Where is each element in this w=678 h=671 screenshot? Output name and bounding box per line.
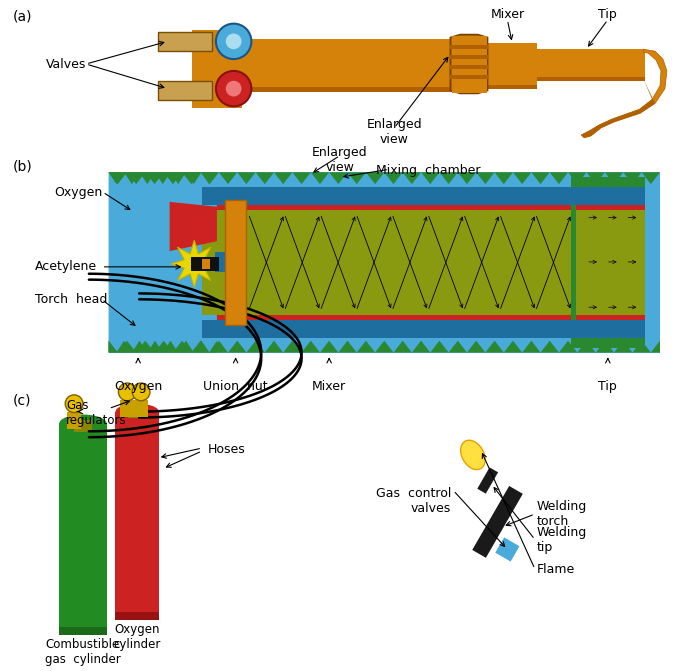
Bar <box>60 423 106 630</box>
Bar <box>128 409 146 419</box>
Bar <box>450 55 487 59</box>
Bar <box>576 187 645 338</box>
Text: Oxygen
cylinder: Oxygen cylinder <box>113 623 161 652</box>
Bar <box>576 320 645 338</box>
Polygon shape <box>108 341 217 352</box>
Bar <box>202 210 642 315</box>
Text: Gas  control
valves: Gas control valves <box>376 487 452 515</box>
Bar <box>191 257 219 271</box>
Polygon shape <box>581 49 667 138</box>
Bar <box>452 36 487 93</box>
Text: Hoses: Hoses <box>208 443 245 456</box>
Bar <box>537 49 645 81</box>
Text: (b): (b) <box>13 160 33 174</box>
Text: Union  nut: Union nut <box>203 380 268 393</box>
Bar <box>60 627 106 635</box>
Polygon shape <box>108 172 217 352</box>
Circle shape <box>216 71 252 106</box>
Bar <box>74 421 92 432</box>
Circle shape <box>119 383 136 401</box>
Ellipse shape <box>460 440 485 470</box>
Text: Welding
torch: Welding torch <box>537 500 587 528</box>
Bar <box>202 320 642 338</box>
Bar <box>450 75 487 79</box>
Ellipse shape <box>115 404 159 419</box>
Polygon shape <box>581 79 655 138</box>
Bar <box>487 44 537 85</box>
Text: Oxygen: Oxygen <box>54 185 102 199</box>
Polygon shape <box>171 240 218 287</box>
Text: Tip: Tip <box>599 380 617 393</box>
Bar <box>115 613 159 620</box>
Circle shape <box>216 23 252 59</box>
Polygon shape <box>108 172 660 184</box>
Bar <box>202 187 642 338</box>
Text: Flame: Flame <box>537 563 575 576</box>
Polygon shape <box>170 202 217 251</box>
Text: Oxygen: Oxygen <box>114 380 162 393</box>
Bar <box>193 30 241 108</box>
Text: Valves: Valves <box>45 58 86 70</box>
Circle shape <box>132 383 150 401</box>
Polygon shape <box>108 341 660 352</box>
Text: Tip: Tip <box>599 8 617 21</box>
Bar <box>537 76 645 81</box>
Bar <box>67 411 81 429</box>
Text: Enlarged
view: Enlarged view <box>312 146 367 174</box>
Polygon shape <box>473 486 523 558</box>
Circle shape <box>226 81 241 97</box>
Polygon shape <box>495 537 519 562</box>
Bar <box>576 187 645 205</box>
Polygon shape <box>477 468 498 494</box>
Text: Torch  head: Torch head <box>35 293 107 306</box>
Bar <box>450 46 487 49</box>
Text: Mixer: Mixer <box>490 8 525 21</box>
Bar <box>450 65 487 69</box>
Text: (c): (c) <box>13 394 32 408</box>
Text: Combustible
gas  cylinder: Combustible gas cylinder <box>45 638 121 666</box>
Text: (a): (a) <box>13 10 33 24</box>
Text: Welding
tip: Welding tip <box>537 525 587 554</box>
Text: Mixing  chamber: Mixing chamber <box>376 164 481 177</box>
Bar <box>487 85 537 89</box>
Bar <box>158 81 212 101</box>
Circle shape <box>226 34 241 49</box>
Circle shape <box>65 395 83 413</box>
Bar <box>202 187 642 205</box>
Bar <box>108 172 660 352</box>
Bar <box>241 40 453 91</box>
Bar <box>225 200 246 325</box>
Bar <box>111 202 172 251</box>
Bar <box>115 411 159 615</box>
Bar <box>121 400 148 417</box>
Bar <box>241 87 453 91</box>
Text: Enlarged
view: Enlarged view <box>366 118 422 146</box>
Ellipse shape <box>60 415 106 432</box>
Text: Gas
regulators: Gas regulators <box>66 399 127 427</box>
Bar <box>202 259 210 269</box>
Polygon shape <box>108 172 217 184</box>
Text: Acetylene: Acetylene <box>35 260 97 273</box>
Bar <box>158 32 212 51</box>
Bar <box>215 252 225 272</box>
Polygon shape <box>450 34 487 93</box>
Bar <box>576 210 645 315</box>
Text: Mixer: Mixer <box>312 380 346 393</box>
Bar <box>572 177 645 348</box>
